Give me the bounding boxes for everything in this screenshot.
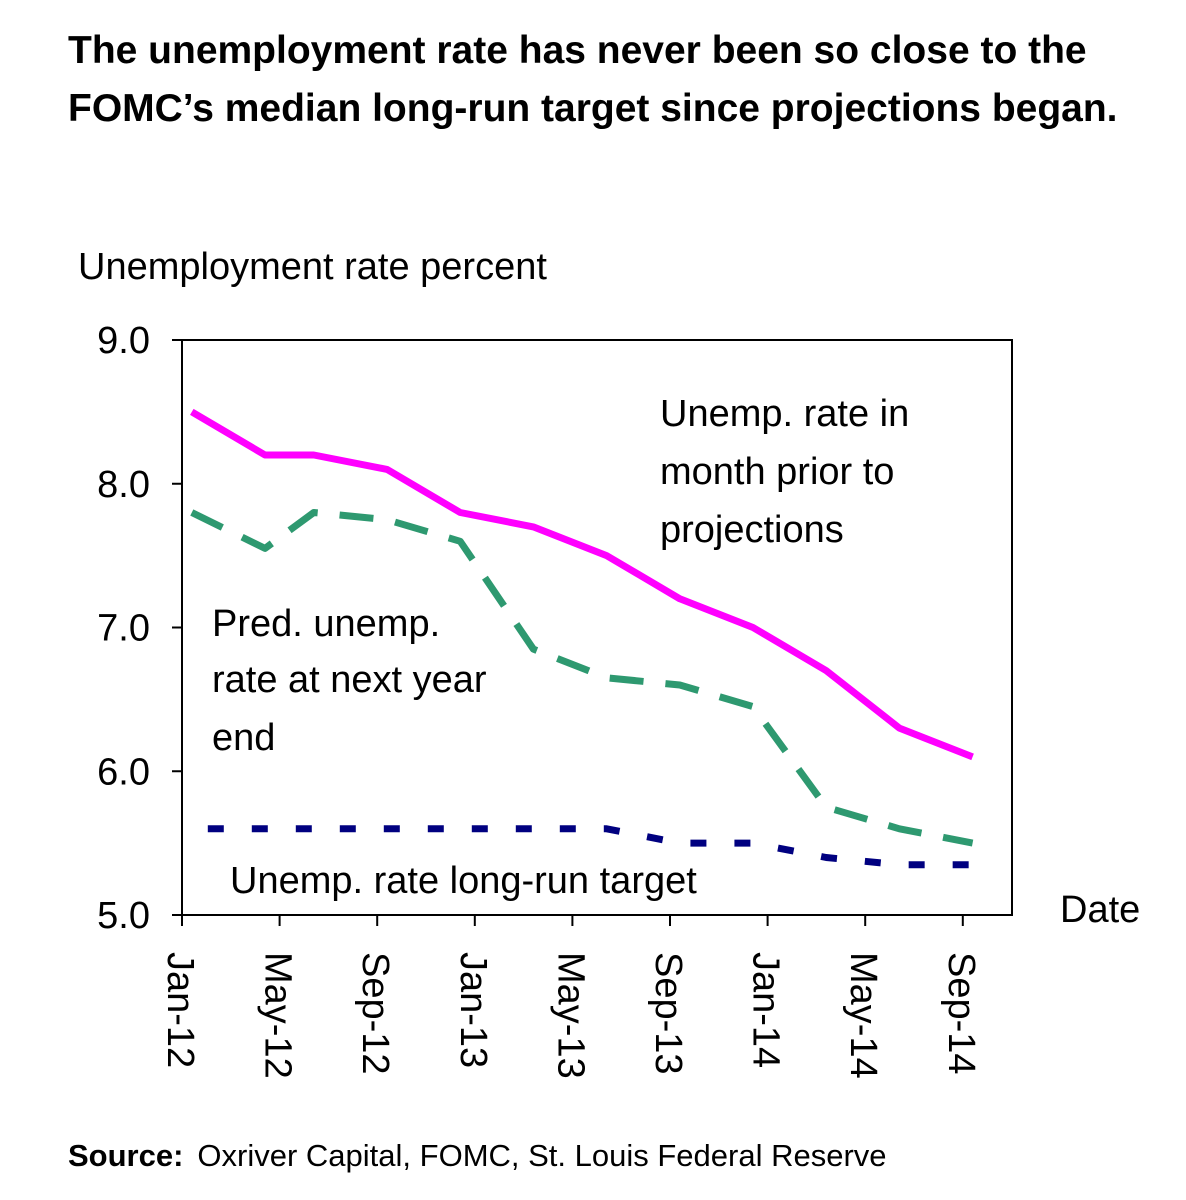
y-tick-label: 8.0 xyxy=(97,464,150,506)
y-tick-label: 9.0 xyxy=(97,320,150,362)
x-tick-label: Sep-14 xyxy=(940,952,982,1075)
x-axis-label: Date xyxy=(1060,889,1140,931)
y-axis-label: Unemployment rate percent xyxy=(78,246,547,288)
y-tick-label: 5.0 xyxy=(97,895,150,937)
x-tick-label: Jan-14 xyxy=(745,952,787,1068)
annotation-blue: Unemp. rate long-run target xyxy=(230,860,697,902)
annotation-green-3: end xyxy=(212,717,275,759)
x-tick-label: May-13 xyxy=(549,952,591,1079)
annotation-green-1: Pred. unemp. xyxy=(212,603,440,645)
annotation-green-2: rate at next year xyxy=(212,659,487,701)
source-note: Source: Oxriver Capital, FOMC, St. Louis … xyxy=(68,1138,887,1174)
series-line-2 xyxy=(190,509,974,847)
x-tick-label: Sep-13 xyxy=(647,952,689,1075)
source-text: Oxriver Capital, FOMC, St. Louis Federal… xyxy=(197,1138,887,1173)
y-tick-label: 6.0 xyxy=(97,751,150,793)
annotation-magenta-3: projections xyxy=(660,509,844,551)
annotation-magenta-1: Unemp. rate in xyxy=(660,393,909,435)
series-line-1 xyxy=(190,408,974,761)
source-label: Source: xyxy=(68,1138,184,1173)
x-tick-label: May-14 xyxy=(842,952,884,1079)
x-tick-label: Sep-12 xyxy=(354,952,396,1075)
x-tick-label: May-12 xyxy=(257,952,299,1079)
series-line-3 xyxy=(207,825,973,869)
x-tick-label: Jan-13 xyxy=(452,952,494,1068)
x-tick-label: Jan-12 xyxy=(159,952,201,1068)
annotation-magenta-2: month prior to xyxy=(660,451,894,493)
y-tick-label: 7.0 xyxy=(97,608,150,650)
chart-title: The unemployment rate has never been so … xyxy=(68,29,1118,130)
